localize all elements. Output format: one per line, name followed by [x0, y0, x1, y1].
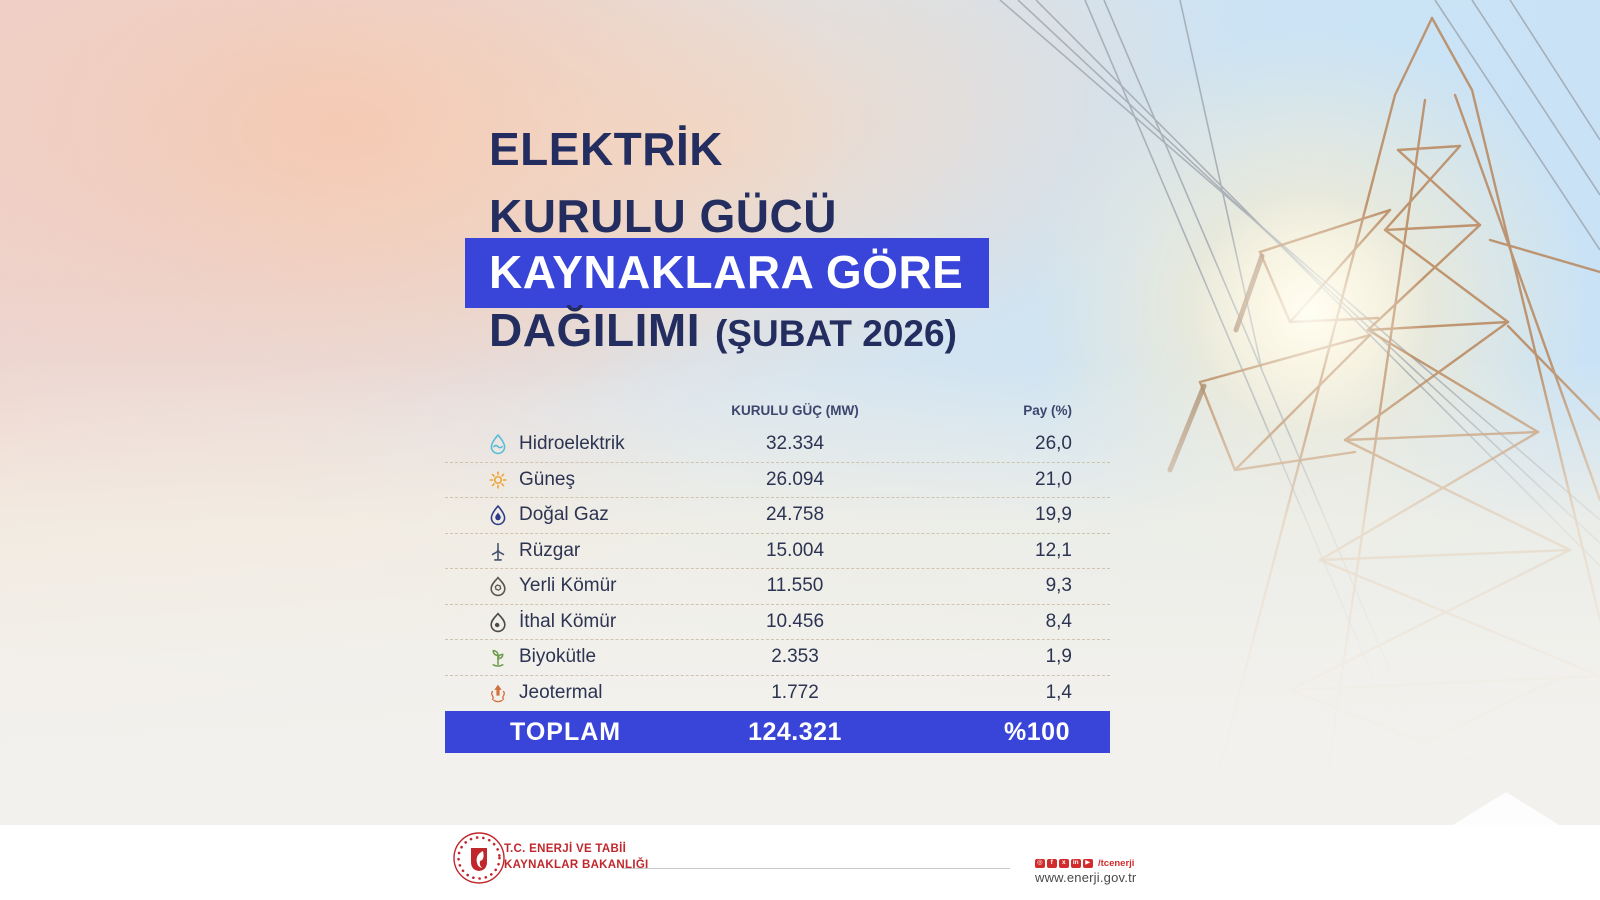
table-row: İthal Kömür 10.456 8,4 [445, 605, 1110, 640]
source-label: Güneş [519, 468, 575, 490]
facebook-icon[interactable]: f [1047, 858, 1057, 869]
capacity-value: 2.353 [771, 646, 819, 668]
title-line-2: KURULU GÜCÜ [489, 190, 837, 242]
linkedin-icon[interactable]: in [1071, 858, 1081, 869]
ministry-emblem [453, 832, 505, 884]
capacity-table: KURULU GÜÇ (MW) Pay (%) Hidroelektrik 32… [445, 393, 1110, 753]
table-row: Jeotermal 1.772 1,4 [445, 676, 1110, 712]
column-header-capacity: KURULU GÜÇ (MW) [731, 402, 859, 418]
total-row: TOPLAM 124.321 %100 [445, 711, 1110, 753]
table-header-row: KURULU GÜÇ (MW) Pay (%) [445, 393, 1110, 427]
title-line-4-main: DAĞILIMI [489, 304, 700, 356]
capacity-value: 11.550 [766, 575, 824, 597]
capacity-value: 32.334 [765, 433, 825, 455]
social-links: ◎ f x in ▶ /tcenerji [1035, 858, 1134, 869]
total-label: TOPLAM [510, 717, 622, 746]
biomass-icon [492, 650, 504, 668]
column-header-share: Pay (%) [1023, 402, 1072, 418]
title-line-4: DAĞILIMI (ŞUBAT 2026) [489, 303, 957, 357]
capacity-value: 10.456 [765, 610, 825, 632]
share-value: 12,1 [1035, 539, 1072, 561]
hydro-icon [490, 434, 506, 455]
table-row: Biyokütle 2.353 1,9 [445, 640, 1110, 676]
ministry-name: T.C. ENERJİ VE TABİİ KAYNAKLAR BAKANLIĞI [504, 843, 649, 872]
domestic-coal-icon [490, 576, 506, 597]
capacity-value: 24.758 [765, 504, 825, 526]
share-value: 1,4 [1045, 682, 1072, 704]
solar-icon [489, 471, 507, 489]
imported-coal-icon [490, 612, 506, 632]
source-label: Biyokütle [519, 646, 597, 668]
share-value: 1,9 [1045, 646, 1072, 668]
share-value: 26,0 [1035, 433, 1072, 455]
share-value: 9,3 [1045, 575, 1072, 597]
share-value: 21,0 [1035, 468, 1072, 490]
footer-bar: T.C. ENERJİ VE TABİİ KAYNAKLAR BAKANLIĞI… [0, 825, 1600, 900]
title-highlight-box: KAYNAKLARA GÖRE [465, 238, 990, 308]
wind-icon [491, 542, 505, 561]
capacity-value: 1.772 [771, 682, 819, 704]
source-label: Yerli Kömür [519, 575, 617, 597]
source-label: Jeotermal [519, 682, 603, 704]
geothermal-icon [491, 684, 505, 703]
table-row: Yerli Kömür 11.550 9,3 [445, 569, 1110, 605]
capacity-value: 15.004 [765, 539, 825, 561]
total-share: %100 [1004, 717, 1070, 746]
source-label: İthal Kömür [519, 610, 617, 632]
title-line-1: ELEKTRİK [489, 123, 723, 175]
youtube-icon[interactable]: ▶ [1083, 858, 1093, 869]
table-row: Güneş 26.094 21,0 [445, 463, 1110, 498]
share-value: 19,9 [1035, 504, 1072, 526]
source-label: Rüzgar [519, 539, 581, 561]
social-handle: /tcenerji [1098, 858, 1135, 869]
source-label: Doğal Gaz [519, 504, 609, 526]
footer-divider [622, 868, 1010, 869]
website-url[interactable]: www.enerji.gov.tr [1035, 870, 1137, 885]
title-date: (ŞUBAT 2026) [714, 313, 957, 354]
table-row: Doğal Gaz 24.758 19,9 [445, 498, 1110, 534]
table-row: Hidroelektrik 32.334 26,0 [445, 427, 1110, 463]
source-label: Hidroelektrik [519, 433, 625, 455]
table-row: Rüzgar 15.004 12,1 [445, 534, 1110, 569]
total-capacity: 124.321 [748, 717, 842, 746]
capacity-value: 26.094 [765, 468, 825, 490]
white-triangle-decoration [1448, 792, 1564, 828]
natural-gas-icon [490, 505, 506, 526]
share-value: 8,4 [1045, 610, 1072, 632]
sun-core-glow [1190, 190, 1430, 430]
instagram-icon[interactable]: ◎ [1035, 858, 1045, 869]
x-icon[interactable]: x [1059, 858, 1069, 869]
